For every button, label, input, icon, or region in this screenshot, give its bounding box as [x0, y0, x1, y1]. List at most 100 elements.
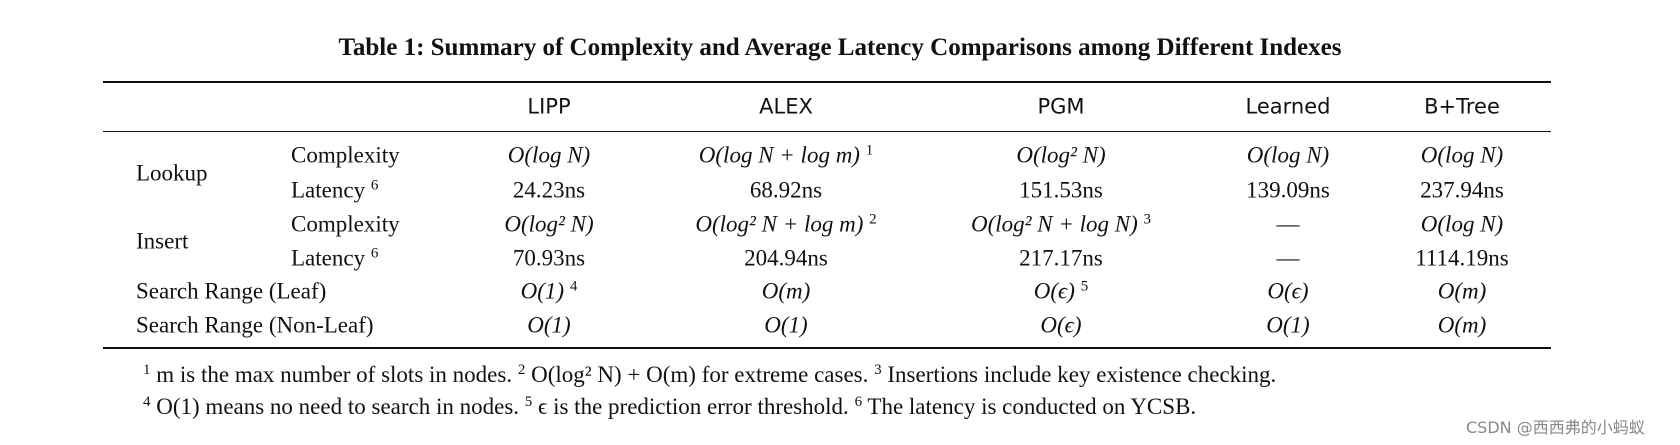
cell-text: O(1) [527, 312, 571, 338]
cell-text: 68.92ns [749, 177, 823, 203]
row-group: Insert [136, 228, 189, 254]
footnote-text: O(log² N) + O(m) for extreme cases. [531, 362, 869, 387]
column-header: ALEX [759, 94, 813, 119]
footnote-mark: 5 [524, 393, 533, 410]
table-cell: 24.23ns [513, 179, 585, 202]
row-group: Lookup [136, 160, 208, 185]
cell-text: O(log² N) [1016, 142, 1106, 168]
table-cell: O(m) [1438, 314, 1487, 337]
footnote-mark: 1 [143, 361, 151, 378]
footnote-text: ϵ is the prediction error threshold. [538, 394, 849, 419]
table-cell: O(ϵ) 5 [1033, 278, 1089, 304]
row-label: Latency 6 [291, 177, 378, 203]
row-label-text: Complexity [291, 211, 400, 237]
row-label: Search Range (Leaf) [136, 280, 326, 303]
table-cell: O(1) 4 [520, 278, 578, 304]
table-cell: O(log N) [1421, 144, 1503, 167]
footnote-text: Insertions include key existence checkin… [887, 362, 1277, 387]
row-label: Latency 6 [291, 245, 379, 271]
table-cell: 217.17ns [1019, 247, 1103, 270]
footnote-ref: 5 [1080, 278, 1089, 295]
table-cell: O(log² N) [1016, 144, 1105, 167]
table-cell: O(ϵ) [1267, 280, 1308, 303]
column-header: Learned [1245, 94, 1331, 119]
table-cell: O(1) [1266, 314, 1309, 337]
column-header: B+Tree [1424, 94, 1500, 119]
cell-text: 217.17ns [1019, 245, 1103, 271]
table-cell: — [1277, 213, 1300, 236]
table-cell: O(log N) [1247, 144, 1329, 167]
footnote-mark: 6 [854, 393, 863, 410]
cell-text: O(log N) [1420, 142, 1504, 168]
table-cell: O(1) [764, 314, 807, 337]
footnote-mark: 3 [874, 361, 882, 378]
column-header: LIPP [527, 94, 571, 119]
cell-text: O(ϵ) [1040, 312, 1082, 338]
table-cell: O(m) [1438, 280, 1487, 303]
footnote-ref: 6 [370, 245, 379, 262]
cell-text: O(log² N + log m) [695, 211, 864, 237]
row-label-text: Complexity [291, 142, 400, 168]
cell-text: O(log N) [1246, 142, 1330, 168]
column-header: PGM [1037, 94, 1085, 119]
table-cell: O(ϵ) [1040, 314, 1081, 337]
cell-text: O(ϵ) [1033, 278, 1075, 304]
cell-text: 1114.19ns [1415, 245, 1509, 271]
table-cell: O(log² N + log N) 3 [970, 211, 1152, 237]
table-title: Table 1: Summary of Complexity and Avera… [338, 34, 1342, 61]
cell-text: 151.53ns [1019, 177, 1103, 203]
cell-text: O(1) [1266, 312, 1310, 338]
table-cell: — [1277, 247, 1300, 270]
table-cell: O(log N) [508, 144, 590, 167]
cell-text: O(1) [520, 278, 565, 304]
footnote-ref: 2 [869, 211, 877, 228]
top-rule [103, 81, 1551, 83]
cell-text: 139.09ns [1246, 177, 1330, 203]
footnote-text: O(1) means no need to search in nodes. [156, 394, 520, 419]
cell-text: 24.23ns [512, 177, 586, 203]
cell-text: O(log N) [1420, 211, 1504, 237]
row-label: Search Range (Non-Leaf) [136, 314, 374, 337]
cell-text: O(m) [1437, 278, 1487, 304]
table-cell: 151.53ns [1019, 179, 1103, 202]
mid-rule [103, 131, 1551, 132]
row-label: Complexity [291, 144, 400, 167]
table-cell: O(log² N + log m) 2 [695, 211, 877, 237]
table-cell: O(1) [527, 314, 570, 337]
row-label-text: Search Range (Non-Leaf) [136, 312, 374, 338]
table-cell: 237.94ns [1420, 179, 1504, 202]
footnote-ref: 1 [865, 142, 874, 159]
cell-text: — [1276, 211, 1300, 237]
bottom-rule [103, 347, 1551, 349]
table-cell: 70.93ns [513, 247, 585, 270]
footnote-line: 1 m is the max number of slots in nodes.… [143, 362, 1276, 388]
table-cell: O(m) [762, 280, 811, 303]
cell-text: O(m) [761, 278, 811, 304]
row-label-text: Latency [291, 245, 366, 271]
footnote-ref: 3 [1143, 211, 1152, 228]
watermark: CSDN @西西弗的小蚂蚁 [1466, 418, 1645, 437]
cell-text: — [1276, 245, 1300, 271]
cell-text: 70.93ns [512, 245, 586, 271]
table-cell: 1114.19ns [1415, 247, 1509, 270]
cell-text: O(ϵ) [1267, 278, 1309, 304]
cell-text: 204.94ns [744, 245, 828, 271]
footnote-text: m is the max number of slots in nodes. [156, 362, 513, 387]
row-label: Complexity [291, 213, 400, 236]
cell-text: O(log N + log m) [698, 142, 860, 168]
footnote-line: 4 O(1) means no need to search in nodes.… [143, 394, 1196, 420]
row-label-text: Search Range (Leaf) [136, 278, 327, 304]
table-cell: 139.09ns [1246, 179, 1330, 202]
table-cell: O(log N) [1421, 213, 1503, 236]
table-cell: 68.92ns [750, 179, 822, 202]
cell-text: O(log² N + log N) [970, 211, 1138, 237]
cell-text: O(m) [1437, 312, 1487, 338]
footnote-ref: 4 [569, 278, 578, 295]
table-cell: O(log² N) [504, 213, 593, 236]
cell-text: 237.94ns [1420, 177, 1504, 203]
row-label-text: Latency [291, 177, 366, 203]
cell-text: O(log² N) [504, 211, 594, 237]
table-cell: O(log N + log m) 1 [698, 142, 874, 168]
footnote-mark: 2 [517, 361, 526, 378]
